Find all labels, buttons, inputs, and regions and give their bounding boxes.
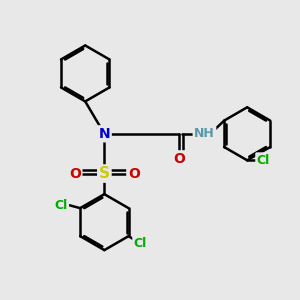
Text: O: O (173, 152, 185, 166)
Text: O: O (128, 167, 140, 181)
Text: S: S (99, 166, 110, 181)
Text: O: O (69, 167, 81, 181)
Text: Cl: Cl (257, 154, 270, 167)
Text: NH: NH (194, 127, 215, 140)
Text: Cl: Cl (134, 237, 147, 250)
Text: Cl: Cl (54, 199, 68, 212)
Text: N: N (98, 127, 110, 141)
